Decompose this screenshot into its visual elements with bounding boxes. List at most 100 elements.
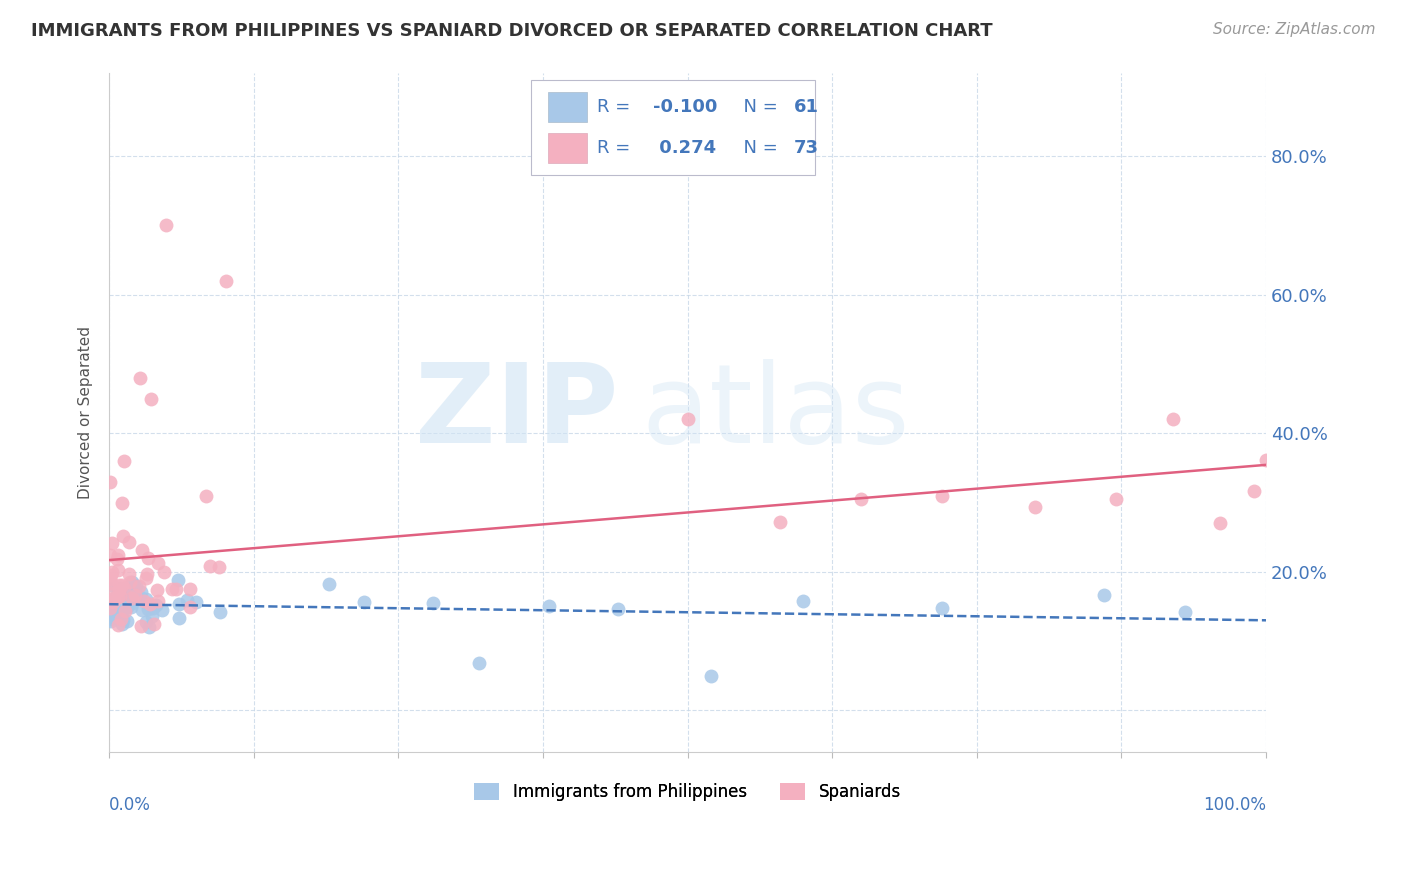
Point [141, 608, 163, 623]
Text: 100.0%: 100.0% [1204, 796, 1265, 814]
Point [107, 563, 129, 577]
Point [111, 495, 134, 509]
Point [118, 590, 141, 604]
Point [132, 593, 155, 607]
Point [607, 601, 630, 615]
Point [105, 552, 128, 566]
Point [118, 596, 141, 610]
Point [1174, 605, 1197, 619]
Point [112, 591, 135, 605]
Point [129, 585, 152, 599]
Point [100, 576, 122, 591]
Legend: Immigrants from Philippines, Spaniards: Immigrants from Philippines, Spaniards [474, 783, 901, 801]
Point [792, 594, 814, 608]
Text: 0.0%: 0.0% [110, 796, 150, 814]
Point [422, 597, 444, 611]
Point [179, 582, 201, 596]
Point [107, 583, 129, 598]
Point [208, 605, 231, 619]
Point [537, 599, 560, 614]
Point [1104, 492, 1126, 507]
Point [100, 568, 122, 582]
Text: N =: N = [731, 98, 783, 116]
Point [100, 573, 122, 587]
Point [120, 600, 142, 615]
Point [146, 582, 169, 597]
Point [104, 593, 127, 607]
Point [104, 604, 127, 618]
Point [105, 591, 128, 605]
Point [117, 600, 139, 615]
Point [135, 591, 157, 606]
Point [468, 657, 491, 671]
Point [131, 618, 153, 632]
Point [100, 475, 122, 489]
Point [138, 597, 160, 611]
Point [112, 528, 135, 542]
Point [112, 454, 135, 468]
Text: -0.100: -0.100 [652, 98, 717, 116]
Point [107, 585, 129, 599]
Point [117, 591, 139, 605]
Point [165, 582, 187, 596]
Point [135, 571, 157, 585]
Point [100, 601, 122, 615]
Point [318, 577, 340, 591]
Point [115, 596, 138, 610]
Text: IMMIGRANTS FROM PHILIPPINES VS SPANIARD DIVORCED OR SEPARATED CORRELATION CHART: IMMIGRANTS FROM PHILIPPINES VS SPANIARD … [31, 22, 993, 40]
Point [121, 591, 143, 605]
Point [194, 489, 217, 503]
Point [107, 599, 129, 614]
Point [100, 614, 122, 628]
Point [121, 574, 143, 589]
Text: atlas: atlas [641, 359, 910, 466]
FancyBboxPatch shape [531, 79, 815, 175]
Point [150, 603, 173, 617]
Text: 61: 61 [794, 98, 820, 116]
Point [931, 601, 953, 615]
Text: 73: 73 [794, 138, 820, 157]
Point [700, 669, 723, 683]
FancyBboxPatch shape [548, 92, 586, 122]
Point [118, 567, 141, 582]
Point [1163, 412, 1185, 426]
Point [162, 582, 184, 596]
Point [142, 616, 165, 631]
Point [136, 550, 159, 565]
Point [131, 602, 153, 616]
Point [136, 601, 159, 615]
Point [1254, 453, 1277, 467]
Point [849, 491, 872, 506]
Point [108, 589, 131, 603]
Point [135, 615, 157, 629]
Point [1243, 483, 1265, 498]
Point [166, 573, 188, 587]
Point [100, 585, 122, 599]
Point [100, 548, 122, 562]
Point [1024, 500, 1046, 515]
Point [146, 557, 169, 571]
Point [105, 600, 128, 615]
FancyBboxPatch shape [548, 133, 586, 162]
Point [120, 574, 142, 589]
Point [1209, 516, 1232, 530]
Point [115, 614, 138, 628]
Point [118, 585, 141, 599]
Point [146, 594, 169, 608]
Point [184, 595, 207, 609]
Point [101, 594, 124, 608]
Point [111, 613, 134, 627]
Point [128, 579, 150, 593]
Text: R =: R = [598, 98, 637, 116]
Text: Source: ZipAtlas.com: Source: ZipAtlas.com [1212, 22, 1375, 37]
Point [138, 620, 160, 634]
Point [111, 578, 134, 592]
Point [100, 578, 122, 592]
Point [111, 617, 134, 632]
Point [110, 611, 132, 625]
Point [108, 581, 131, 595]
Y-axis label: Divorced or Separated: Divorced or Separated [79, 326, 93, 499]
Point [179, 600, 201, 615]
Point [103, 591, 125, 605]
Point [100, 612, 122, 626]
